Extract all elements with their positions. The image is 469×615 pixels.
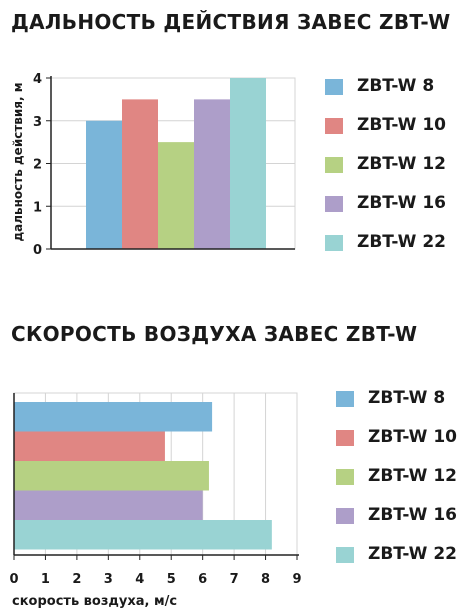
chart-2-x-tick-label: 1: [41, 572, 50, 587]
legend-swatch: [325, 196, 343, 212]
chart-1-title: ДАЛЬНОСТЬ ДЕЙСТВИЯ ЗАВЕС ZBT-W: [11, 10, 451, 34]
chart-2-x-tick-label: 3: [104, 572, 113, 587]
chart-2-x-tick-label: 6: [198, 572, 207, 587]
legend-swatch: [325, 157, 343, 173]
chart-1-y-tick-label: 4: [33, 72, 42, 87]
chart-2-x-tick-label: 0: [9, 572, 18, 587]
chart-1-y-tick-label: 3: [33, 115, 42, 130]
chart-2-x-tick-label: 9: [292, 572, 301, 587]
chart-1-y-tick-label: 1: [33, 200, 42, 215]
legend-label: ZBT-W 10: [368, 427, 458, 447]
chart-1-y-tick-label: 0: [33, 243, 42, 258]
legend-swatch: [325, 235, 343, 251]
chart-1-plot: 0 1 2 3 4 дальность действия, м: [11, 72, 296, 258]
legend-label: ZBT-W 8: [368, 388, 446, 408]
chart-1-y-tick-label: 2: [33, 158, 42, 173]
chart-2-x-tick-label: 2: [72, 572, 81, 587]
chart-2-x-tick-label: 7: [230, 572, 239, 587]
legend-label: ZBT-W 22: [357, 232, 447, 252]
legend-label: ZBT-W 10: [357, 115, 447, 135]
chart-1-bar: [194, 99, 230, 249]
chart-2-bar: [14, 520, 272, 550]
legend-label: ZBT-W 8: [357, 76, 435, 96]
legend-swatch: [325, 118, 343, 134]
legend-label: ZBT-W 16: [357, 193, 447, 213]
chart-2-plot: 0 1 2 3 4 5 6 7 8 9 скорость воздуха, м/с: [9, 392, 302, 609]
legend-swatch: [336, 547, 354, 563]
legend-label: ZBT-W 12: [368, 466, 458, 486]
legend-label: ZBT-W 22: [368, 544, 458, 564]
legend-label: ZBT-W 16: [368, 505, 458, 525]
chart-1-bar: [158, 142, 194, 249]
chart-1-bar: [230, 78, 266, 249]
legend-swatch: [336, 391, 354, 407]
chart-2-x-tick-label: 8: [261, 572, 270, 587]
legend-swatch: [325, 79, 343, 95]
chart-1-bar: [122, 99, 158, 249]
chart-2-x-tick-label: 4: [135, 572, 144, 587]
legend-swatch: [336, 430, 354, 446]
chart-1-y-axis-label: дальность действия, м: [11, 82, 25, 241]
legend-swatch: [336, 508, 354, 524]
chart-1-bar: [86, 120, 122, 249]
chart-2-bar: [14, 461, 209, 491]
chart-2-x-axis-label: скорость воздуха, м/с: [12, 594, 177, 609]
chart-2-bar: [14, 490, 203, 520]
chart-2-bar: [14, 402, 213, 432]
legend-swatch: [336, 469, 354, 485]
chart-2-x-tick-label: 5: [167, 572, 176, 587]
chart-2-title: СКОРОСТЬ ВОЗДУХА ЗАВЕС ZBT-W: [11, 322, 418, 346]
chart-2-bar: [14, 431, 165, 461]
legend-label: ZBT-W 12: [357, 154, 447, 174]
